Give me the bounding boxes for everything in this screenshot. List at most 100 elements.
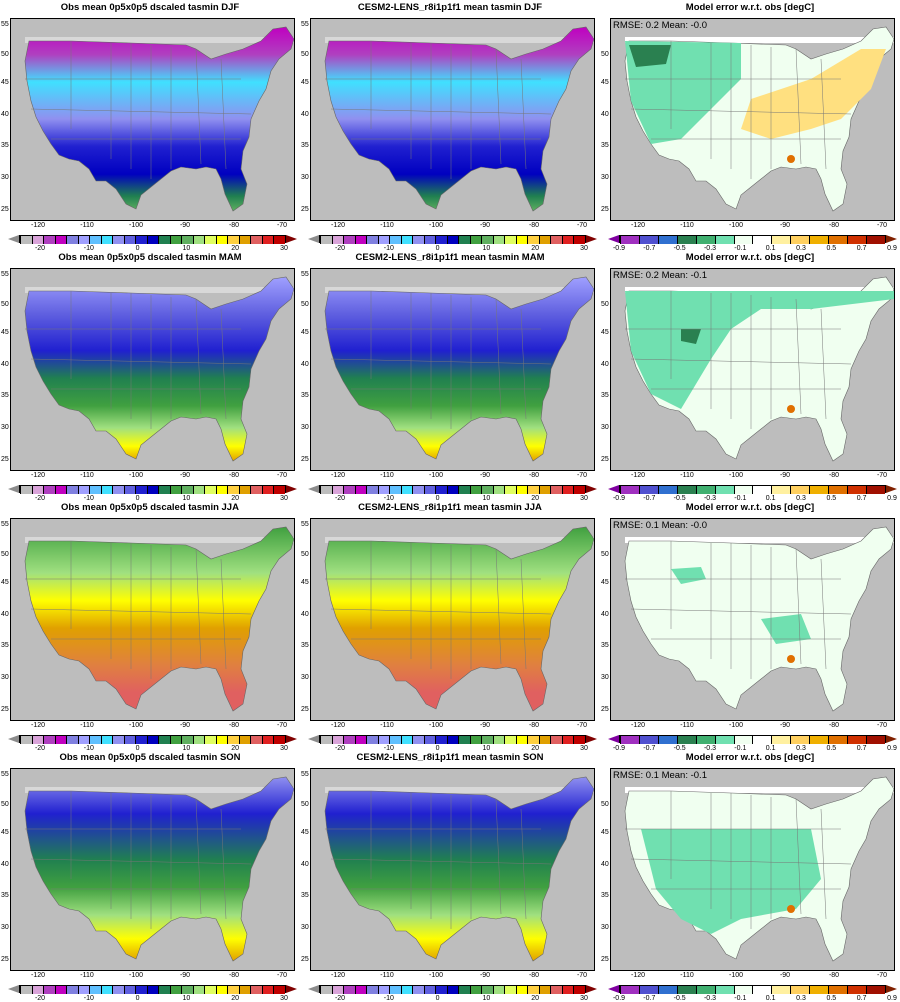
- err-panel-jja: Model error w.r.t. obs [degC] RMSE: 0.1 M…: [600, 500, 900, 752]
- lon-tick-label: -70: [876, 472, 888, 479]
- lon-tick-label: -80: [828, 472, 840, 479]
- lat-tick-label: 35: [301, 142, 309, 149]
- canada-strip: [625, 537, 894, 543]
- state-boundary: [330, 108, 552, 115]
- colorbar-cell: [250, 736, 262, 744]
- colorbar-cell: [435, 736, 447, 744]
- colorbar-cell: [112, 986, 124, 994]
- lon-tick-label: -80: [228, 972, 240, 979]
- colorbar-cell: [77, 736, 90, 744]
- lat-tick-label: 50: [1, 51, 9, 58]
- colorbar-tick-label: 0.3: [796, 995, 806, 1002]
- colorbar-cell: [620, 986, 639, 994]
- colorbar-cell: [204, 486, 216, 494]
- colorbar: [608, 485, 897, 494]
- colorbar-cells: [319, 235, 586, 244]
- lon-tick-label: -100: [428, 722, 443, 729]
- state-boundary: [195, 548, 202, 665]
- state-boundary: [520, 558, 527, 670]
- colorbar-max-arrow: [286, 985, 297, 993]
- colorbar-cell: [123, 986, 136, 994]
- colorbar-cell: [227, 486, 239, 494]
- colorbar-tick-label: 0: [435, 995, 440, 1002]
- lon-tick-label: -120: [630, 472, 645, 479]
- panel-title: Obs mean 0p5x0p5 dscaled tasmin SON: [59, 752, 241, 763]
- state-boundary: [195, 298, 202, 415]
- colorbar-cell: [135, 486, 147, 494]
- colorbar-cell: [733, 986, 753, 994]
- colorbar-cell: [89, 236, 101, 244]
- colorbar-max-arrow: [886, 735, 897, 743]
- map-field: [24, 26, 294, 212]
- colorbar-cell: [469, 236, 482, 244]
- colorbar-cell: [366, 736, 378, 744]
- colorbar-cell: [389, 236, 401, 244]
- state-boundary: [520, 308, 527, 420]
- state-boundary: [220, 808, 227, 920]
- state-boundary: [495, 298, 502, 415]
- colorbar-tick-label: -10: [383, 245, 394, 252]
- error-patch: [681, 329, 701, 344]
- colorbar-cell: [458, 486, 470, 494]
- colorbar: [8, 985, 297, 994]
- colorbar-tick-label: 0.7: [856, 745, 867, 752]
- lon-tick-label: -90: [779, 472, 791, 479]
- lon-tick-label: -80: [528, 972, 540, 979]
- colorbar-cell: [865, 986, 885, 994]
- colorbar-cell: [676, 986, 696, 994]
- colorbar-cell: [423, 986, 436, 994]
- colorbar-cell: [146, 736, 159, 744]
- colorbar-cell: [89, 986, 101, 994]
- colorbar-cell: [135, 236, 147, 244]
- colorbar: [608, 985, 897, 994]
- state-boundary: [795, 548, 802, 665]
- colorbar-cell: [192, 236, 205, 244]
- us-land: [324, 26, 594, 212]
- colorbar-cell: [89, 486, 101, 494]
- colorbar-tick-label: 0.1: [765, 745, 776, 752]
- colorbar-cell: [123, 736, 136, 744]
- lon-tick-label: -110: [380, 972, 394, 979]
- colorbar-cell: [752, 986, 772, 994]
- lat-tick-label: 25: [301, 206, 309, 213]
- obs-panel-jja: Obs mean 0p5x0p5 dscaled tasmin JJA 55 50 4…: [0, 500, 300, 752]
- colorbar-cell: [100, 236, 113, 244]
- state-boundary: [30, 358, 252, 365]
- state-boundary: [195, 798, 202, 915]
- colorbar-tick-label: -10: [383, 495, 394, 502]
- lon-tick-label: -100: [728, 472, 743, 479]
- error-patch: [625, 291, 894, 409]
- lat-tick-label: 30: [301, 424, 309, 431]
- colorbar-cell: [320, 736, 332, 744]
- colorbar-tick-label: 10: [482, 245, 491, 252]
- colorbar-min-arrow: [308, 235, 319, 243]
- canada-strip: [625, 287, 894, 293]
- state-boundary: [495, 548, 502, 665]
- state-boundary: [820, 58, 827, 170]
- colorbar-cell: [389, 986, 401, 994]
- colorbar-cell: [250, 986, 262, 994]
- colorbar-cell: [573, 486, 585, 494]
- colorbar-cell: [343, 986, 355, 994]
- lat-tick-label: 35: [601, 142, 609, 149]
- colorbar-cell: [227, 236, 239, 244]
- colorbar-tick-label: 0.1: [765, 245, 776, 252]
- colorbar-cell: [377, 986, 390, 994]
- lon-tick-label: -120: [630, 222, 645, 229]
- lon-tick-label: -120: [330, 472, 345, 479]
- lon-tick-label: -70: [276, 222, 288, 229]
- lon-tick-label: -120: [30, 472, 45, 479]
- lon-tick-label: -80: [528, 722, 540, 729]
- state-boundary: [30, 608, 252, 615]
- state-boundary: [630, 358, 852, 365]
- colorbar-cell: [320, 486, 332, 494]
- colorbar-cell: [20, 486, 32, 494]
- colorbar-cell: [550, 236, 562, 244]
- lon-tick-label: -70: [876, 222, 888, 229]
- lon-tick-label: -120: [30, 972, 45, 979]
- us-land: [24, 526, 294, 712]
- error-stats: RMSE: 0.2 Mean: -0.0: [613, 20, 707, 31]
- colorbar-cell: [273, 486, 285, 494]
- colorbar-cell: [261, 486, 274, 494]
- colorbar-cell: [435, 486, 447, 494]
